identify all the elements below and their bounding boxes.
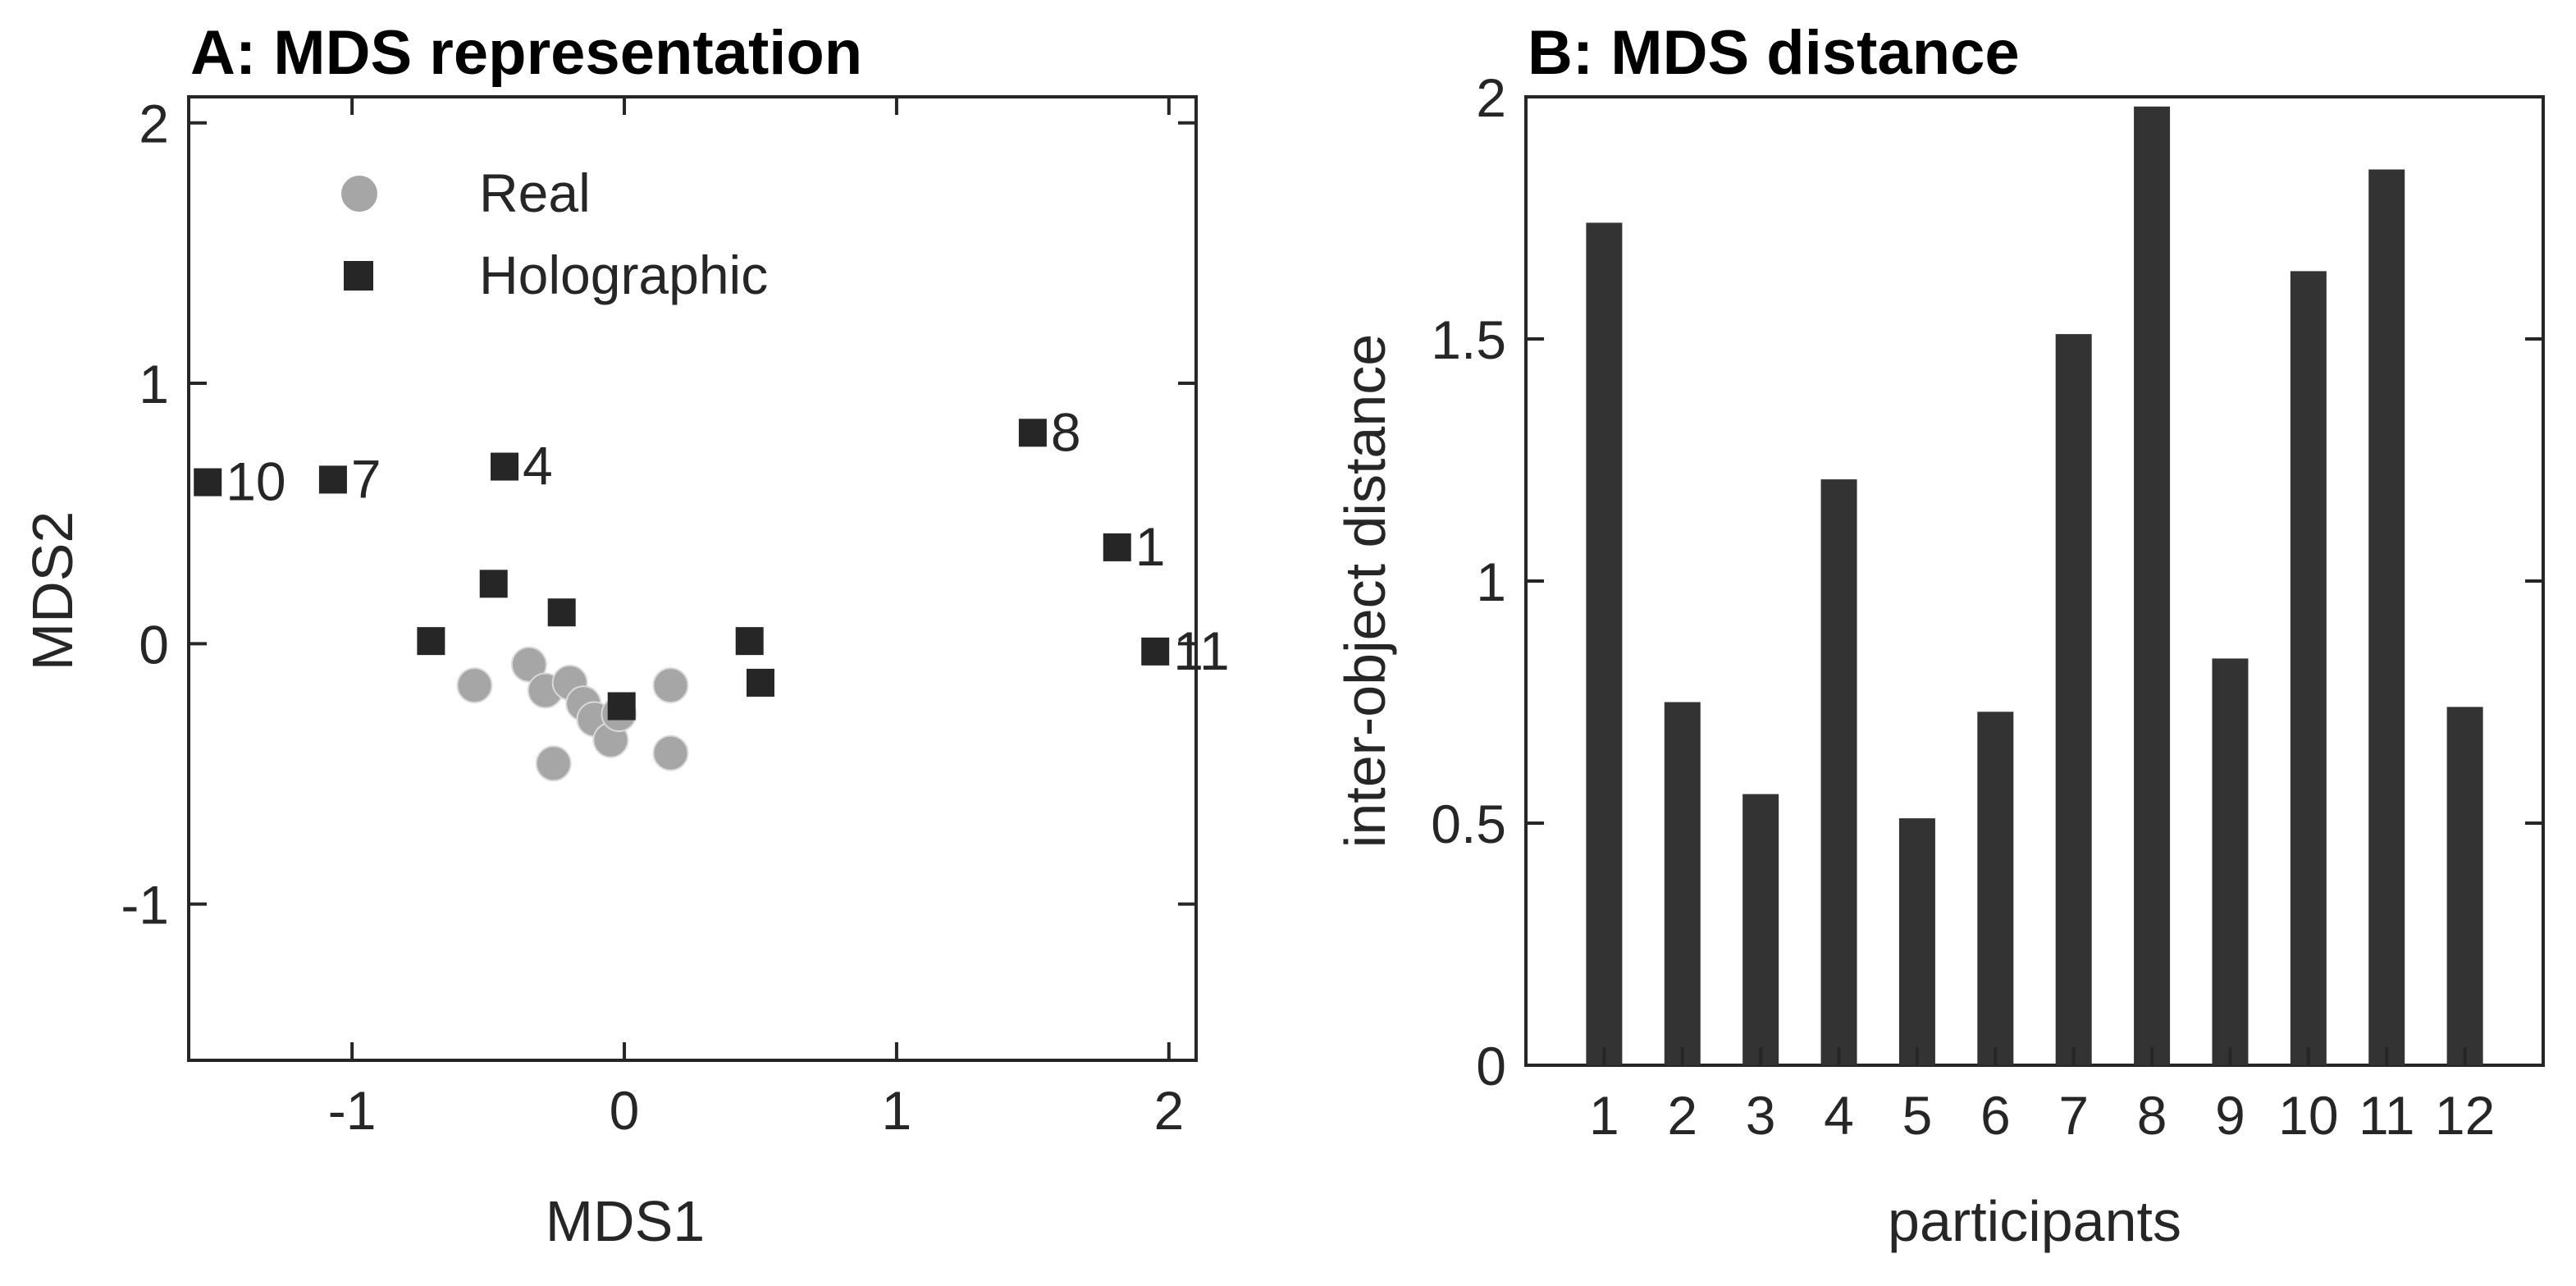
real-point <box>510 646 547 683</box>
panel-a-y-axis-label: MDS2 <box>21 511 84 670</box>
bar <box>1586 222 1623 1065</box>
bar <box>2055 334 2092 1066</box>
bar <box>1820 479 1857 1065</box>
holographic-point <box>746 668 774 697</box>
x-tick-label: 12 <box>2435 1085 2495 1146</box>
bar <box>2368 169 2405 1065</box>
y-tick-label: -1 <box>121 875 169 936</box>
holographic-point <box>1018 419 1047 447</box>
panel-b-plot-area: 00.511.521 2 3 4 5 6 7 8 9 10 11 12 <box>1431 67 2545 1146</box>
holographic-point-label: 1 <box>1135 516 1166 577</box>
holographic-point <box>490 452 518 481</box>
holographic-point-label: 4 <box>523 436 553 497</box>
bar <box>2290 271 2327 1065</box>
x-tick-label: 3 <box>1746 1085 1776 1146</box>
panel-a-x-axis-label: MDS1 <box>546 1189 705 1253</box>
y-tick-label: 1.5 <box>1431 309 1506 370</box>
x-tick-label: 10 <box>2278 1085 2338 1146</box>
y-tick-label: 2 <box>1476 67 1506 128</box>
y-tick-label: 0.5 <box>1431 794 1506 854</box>
y-tick-label: 1 <box>1476 551 1506 612</box>
legend-real-label: Real <box>479 162 591 223</box>
holographic-point <box>417 627 445 656</box>
real-point <box>456 667 493 704</box>
holographic-point <box>318 465 347 494</box>
holographic-point-label: 11 <box>1173 620 1230 681</box>
x-tick-label: 6 <box>1980 1085 2011 1146</box>
bar <box>1742 794 1779 1065</box>
panel-a-title: A: MDS representation <box>190 18 862 88</box>
holographic-point-label: 8 <box>1051 401 1081 462</box>
x-tick-label: 9 <box>2215 1085 2245 1146</box>
panel-a-axes-box <box>187 95 1198 1062</box>
bar <box>2446 707 2483 1065</box>
bar <box>1664 702 1701 1065</box>
holographic-point-label: 7 <box>351 448 381 509</box>
holographic-point <box>1103 533 1131 561</box>
real-point <box>652 667 689 704</box>
x-tick-label: 8 <box>2137 1085 2167 1146</box>
x-tick-label: 1 <box>882 1080 912 1141</box>
holographic-point <box>735 627 764 656</box>
legend-holographic-label: Holographic <box>479 245 768 305</box>
panel-b-x-axis-label: participants <box>1888 1189 2181 1253</box>
y-tick-label: 1 <box>139 354 169 414</box>
x-tick-label: 11 <box>2359 1085 2415 1146</box>
legend-real-marker <box>341 176 377 212</box>
holographic-point <box>479 570 508 598</box>
legend-holographic-marker <box>344 261 373 291</box>
x-tick-label: -1 <box>328 1080 377 1141</box>
bar <box>2134 106 2171 1065</box>
x-tick-label: 0 <box>610 1080 640 1141</box>
x-tick-label: 2 <box>1667 1085 1697 1146</box>
holographic-point <box>607 692 636 721</box>
x-tick-label: 1 <box>1589 1085 1619 1146</box>
x-tick-label: 7 <box>2058 1085 2089 1146</box>
panel-b-title: B: MDS distance <box>1528 18 2020 88</box>
holographic-point <box>1141 637 1170 666</box>
x-tick-label: 4 <box>1824 1085 1854 1146</box>
y-tick-label: 2 <box>139 94 169 154</box>
y-tick-label: 0 <box>1476 1036 1506 1096</box>
legend: Real Holographic <box>341 162 768 305</box>
bar <box>1898 818 1935 1065</box>
holographic-point-label: 10 <box>226 451 285 512</box>
real-point <box>535 745 572 782</box>
y-tick-label: 0 <box>139 614 169 675</box>
holographic-point <box>194 468 222 497</box>
x-tick-label: 2 <box>1153 1080 1184 1141</box>
real-point <box>652 735 689 771</box>
x-tick-label: 5 <box>1902 1085 1933 1146</box>
bar <box>1977 712 2014 1065</box>
panel-b-y-axis-label: inter-object distance <box>1333 334 1397 848</box>
holographic-point <box>547 598 576 627</box>
mds-distance-panel: B: MDS distance 00.511.521 2 3 4 5 6 7 8 9 10 11 12… <box>1333 18 2545 1253</box>
bar <box>2212 658 2249 1065</box>
